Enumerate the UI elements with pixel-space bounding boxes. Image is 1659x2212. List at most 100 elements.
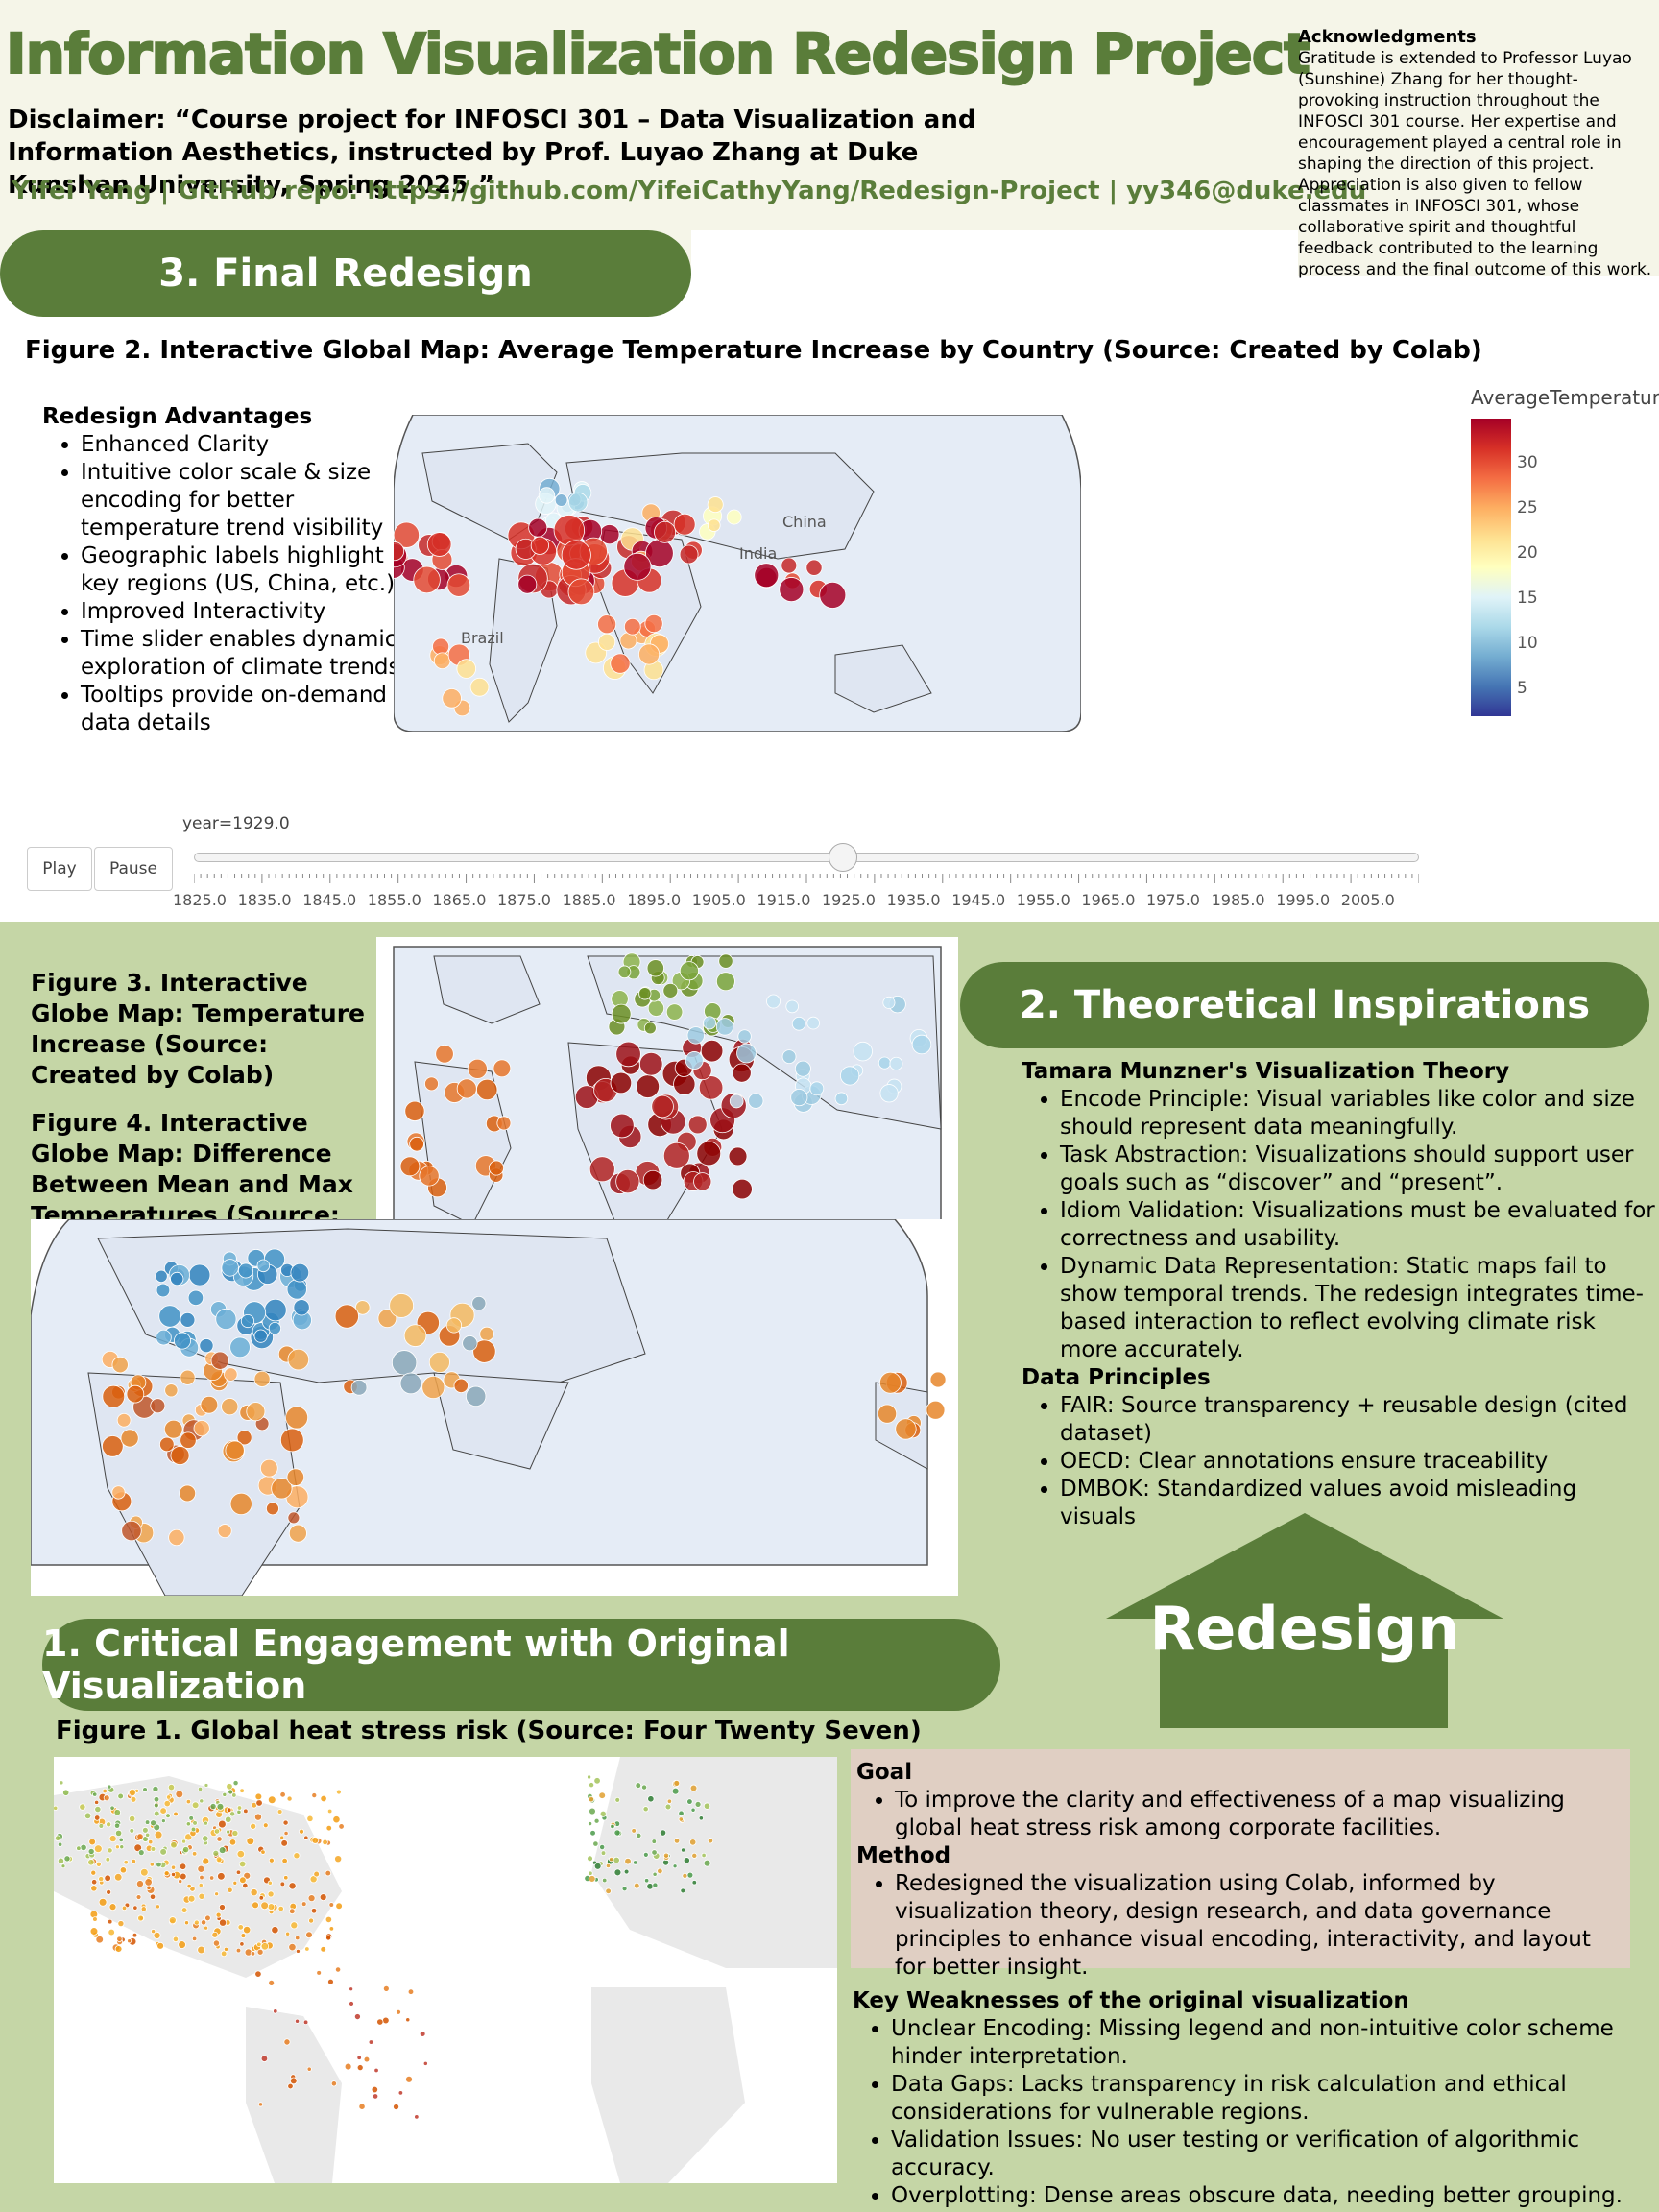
map-marker[interactable] bbox=[689, 1839, 697, 1846]
map-marker[interactable] bbox=[465, 1385, 487, 1407]
map-marker[interactable] bbox=[635, 1782, 642, 1790]
map-marker[interactable] bbox=[231, 1830, 239, 1837]
map-marker[interactable] bbox=[216, 1802, 225, 1811]
map-marker[interactable] bbox=[666, 1798, 673, 1804]
map-marker[interactable] bbox=[227, 1887, 233, 1893]
map-marker[interactable] bbox=[256, 1941, 262, 1947]
map-marker[interactable] bbox=[145, 1832, 151, 1838]
map-marker[interactable] bbox=[686, 1798, 693, 1805]
map-marker[interactable] bbox=[213, 1828, 221, 1835]
map-marker[interactable] bbox=[152, 1785, 159, 1792]
map-marker[interactable] bbox=[204, 1783, 209, 1788]
map-marker[interactable] bbox=[322, 1839, 328, 1846]
map-marker[interactable] bbox=[662, 1852, 670, 1859]
map-marker[interactable] bbox=[84, 1812, 92, 1820]
map-marker[interactable] bbox=[121, 1520, 142, 1542]
map-marker[interactable] bbox=[611, 1003, 632, 1024]
map-marker[interactable] bbox=[309, 1875, 318, 1884]
map-marker[interactable] bbox=[128, 1788, 137, 1797]
map-marker[interactable] bbox=[198, 1882, 204, 1888]
map-marker[interactable] bbox=[271, 1926, 279, 1935]
map-marker[interactable] bbox=[62, 1789, 70, 1796]
map-marker[interactable] bbox=[215, 1308, 237, 1331]
map-marker[interactable] bbox=[202, 1835, 209, 1842]
map-marker[interactable] bbox=[193, 1420, 210, 1437]
map-marker[interactable] bbox=[732, 1063, 752, 1083]
map-marker[interactable] bbox=[218, 1904, 226, 1911]
map-marker[interactable] bbox=[316, 1970, 322, 1976]
map-marker[interactable] bbox=[256, 1259, 271, 1273]
map-marker[interactable] bbox=[286, 1468, 305, 1486]
map-marker[interactable] bbox=[279, 1835, 285, 1840]
map-marker[interactable] bbox=[149, 1893, 156, 1900]
map-marker[interactable] bbox=[204, 1914, 211, 1922]
map-marker[interactable] bbox=[151, 1929, 156, 1935]
pause-button[interactable]: Pause bbox=[94, 847, 173, 891]
map-marker[interactable] bbox=[636, 1832, 642, 1839]
map-marker[interactable] bbox=[325, 1824, 332, 1832]
map-marker[interactable] bbox=[225, 1815, 232, 1823]
map-marker[interactable] bbox=[87, 1847, 95, 1856]
map-marker[interactable] bbox=[181, 1845, 190, 1854]
map-marker[interactable] bbox=[191, 1851, 198, 1857]
map-marker[interactable] bbox=[288, 1882, 297, 1890]
map-marker[interactable] bbox=[350, 1379, 368, 1396]
map-marker[interactable] bbox=[647, 1795, 655, 1803]
map-marker[interactable] bbox=[785, 999, 799, 1014]
map-marker[interactable] bbox=[95, 1861, 102, 1867]
map-marker[interactable] bbox=[593, 1777, 601, 1785]
map-marker[interactable] bbox=[239, 1788, 245, 1793]
map-marker[interactable] bbox=[589, 1807, 596, 1815]
map-marker[interactable] bbox=[80, 1843, 87, 1852]
map-marker[interactable] bbox=[673, 513, 696, 536]
map-marker[interactable] bbox=[283, 1875, 289, 1881]
map-marker[interactable] bbox=[168, 1528, 185, 1547]
map-marker[interactable] bbox=[254, 1970, 262, 1978]
map-marker[interactable] bbox=[652, 1882, 659, 1888]
map-marker[interactable] bbox=[253, 1370, 271, 1387]
map-marker[interactable] bbox=[307, 1894, 316, 1903]
map-marker[interactable] bbox=[144, 1878, 153, 1887]
map-marker[interactable] bbox=[703, 1802, 711, 1810]
map-marker[interactable] bbox=[698, 1075, 724, 1100]
map-marker[interactable] bbox=[237, 1924, 244, 1931]
map-marker[interactable] bbox=[79, 1803, 86, 1811]
map-marker[interactable] bbox=[685, 1051, 704, 1070]
map-marker[interactable] bbox=[644, 613, 663, 634]
map-marker[interactable] bbox=[696, 1141, 722, 1166]
map-marker[interactable] bbox=[587, 1774, 592, 1780]
map-marker[interactable] bbox=[163, 1419, 183, 1439]
map-marker[interactable] bbox=[218, 1819, 227, 1829]
map-marker[interactable] bbox=[605, 1887, 612, 1895]
map-marker[interactable] bbox=[732, 1178, 753, 1200]
map-marker[interactable] bbox=[103, 1794, 110, 1802]
map-marker[interactable] bbox=[117, 1792, 124, 1800]
map-marker[interactable] bbox=[879, 1371, 902, 1394]
map-marker[interactable] bbox=[266, 1502, 279, 1516]
map-marker[interactable] bbox=[610, 1071, 633, 1094]
map-marker[interactable] bbox=[180, 1369, 196, 1385]
map-marker[interactable] bbox=[325, 1935, 332, 1941]
map-marker[interactable] bbox=[153, 1810, 160, 1817]
map-marker[interactable] bbox=[393, 2104, 400, 2110]
map-marker[interactable] bbox=[336, 1789, 342, 1795]
map-marker[interactable] bbox=[200, 1395, 219, 1414]
map-marker[interactable] bbox=[528, 517, 548, 538]
map-marker[interactable] bbox=[57, 1857, 65, 1864]
map-marker[interactable] bbox=[646, 959, 664, 977]
map-marker[interactable] bbox=[623, 552, 652, 581]
map-marker[interactable] bbox=[214, 1891, 220, 1897]
map-marker[interactable] bbox=[235, 1869, 242, 1875]
map-marker[interactable] bbox=[108, 1835, 117, 1843]
map-marker[interactable] bbox=[224, 1367, 238, 1382]
map-marker[interactable] bbox=[225, 1440, 245, 1460]
map-marker[interactable] bbox=[164, 1383, 179, 1398]
map-marker[interactable] bbox=[432, 637, 450, 656]
map-marker[interactable] bbox=[220, 1950, 228, 1958]
map-marker[interactable] bbox=[154, 1830, 163, 1839]
map-marker[interactable] bbox=[707, 1838, 714, 1844]
map-marker[interactable] bbox=[311, 1837, 320, 1844]
map-marker[interactable] bbox=[98, 1823, 105, 1829]
map-marker[interactable] bbox=[280, 1839, 288, 1847]
map-marker[interactable] bbox=[530, 536, 549, 555]
